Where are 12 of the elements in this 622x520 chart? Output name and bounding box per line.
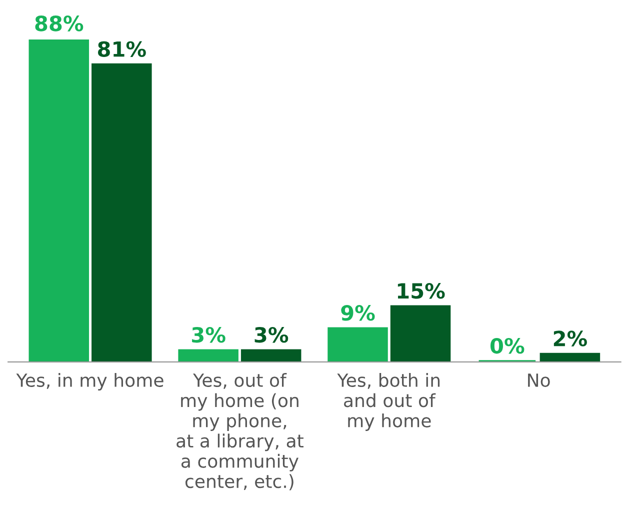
data-label: 3% xyxy=(192,326,226,343)
data-label: 0% xyxy=(490,338,524,354)
data-label: 81% xyxy=(98,41,146,57)
x-tick-label: Yes, in my home xyxy=(16,373,164,391)
data-label: 3% xyxy=(254,326,288,343)
x-tick-label: Yes, out of my home (on my phone, at a library, at a community center, etc.) xyxy=(176,373,304,490)
data-label: 2% xyxy=(554,330,587,346)
data-label: 15% xyxy=(398,283,445,299)
x-tick-label: No xyxy=(528,374,550,388)
data-label: 88% xyxy=(35,16,84,32)
x-tick-label: Yes, both in and out of my home xyxy=(337,373,440,431)
data-label: 9% xyxy=(341,304,375,321)
